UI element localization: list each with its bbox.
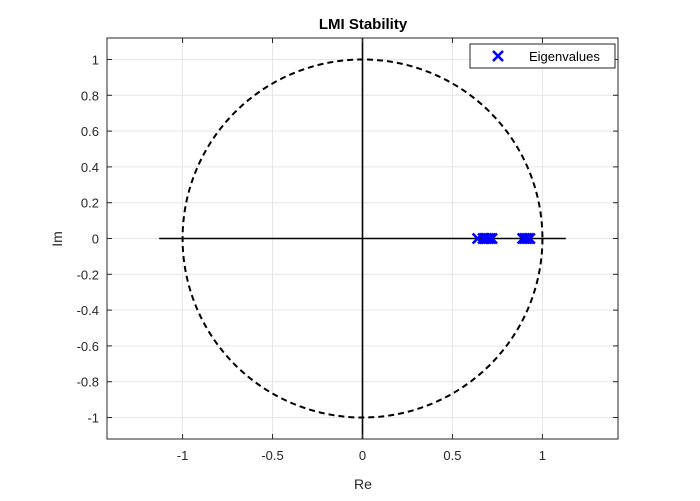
marker-stroke <box>486 232 498 245</box>
y-tick-label: 1 <box>92 52 99 67</box>
legend-label: Eigenvalues <box>529 49 600 64</box>
y-tick-label: 0.4 <box>81 160 99 175</box>
x-tick-label: 0 <box>359 448 366 463</box>
y-tick-label: -0.2 <box>77 267 99 282</box>
eigenvalue-point <box>523 232 536 245</box>
y-tick-label: -0.8 <box>77 375 99 390</box>
y-tick-label: 0.2 <box>81 196 99 211</box>
unit-circle <box>181 58 544 419</box>
legend-x-marker <box>492 50 504 62</box>
legend: Eigenvalues <box>469 43 616 69</box>
marker-stroke <box>492 50 504 62</box>
legend-marker-x-icon <box>492 50 504 62</box>
axis-ticks: -1 -0.5 0 0.5 1 1 0.8 0.6 0.4 0.2 0 -0.2 -0.4 -0.6 -0.… <box>77 38 618 463</box>
y-tick-label: -1 <box>87 411 99 426</box>
y-tick-label: 0 <box>92 232 99 247</box>
eigenvalue-point <box>486 232 498 245</box>
y-tick-label: -0.6 <box>77 339 99 354</box>
x-tick-label: -1 <box>177 448 189 463</box>
y-tick-label: 0.8 <box>81 88 99 103</box>
legend-box <box>469 43 616 69</box>
x-axis-label: Re <box>354 476 372 492</box>
x-tick-label: 0.5 <box>443 448 461 463</box>
x-tick-label: 1 <box>539 448 546 463</box>
y-tick-label: -0.4 <box>77 303 99 318</box>
x-tick-label: -0.5 <box>261 448 283 463</box>
reference-lines <box>159 38 566 439</box>
y-tick-label: 0.6 <box>81 124 99 139</box>
y-axis-label: Im <box>49 231 65 247</box>
chart-title: LMI Stability <box>319 16 408 33</box>
eigenvalue-markers <box>471 232 536 245</box>
marker-stroke <box>523 232 536 245</box>
